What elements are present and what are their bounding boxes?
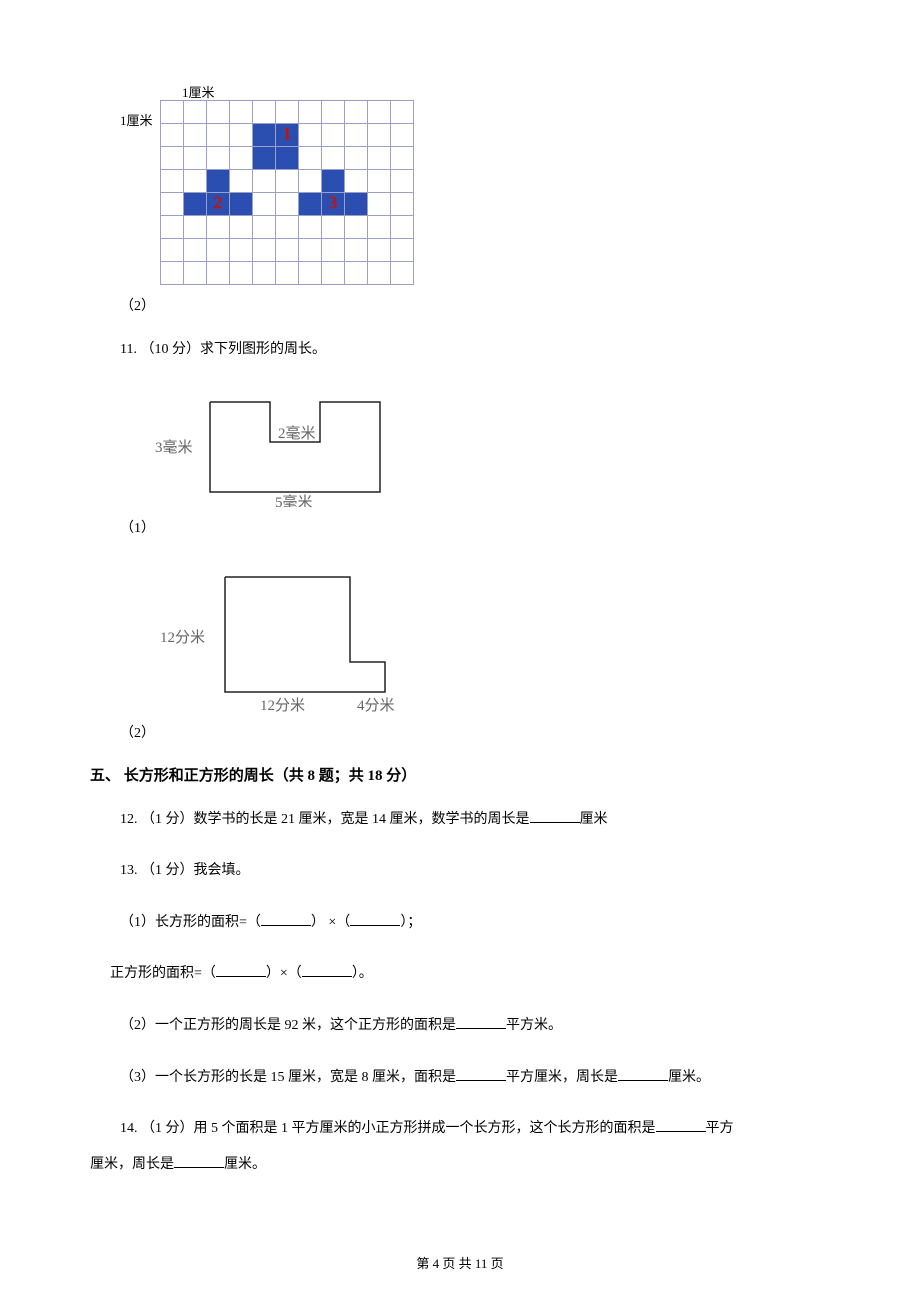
q13-s3-b: 平方米。	[506, 1018, 562, 1033]
q13-s3-blank[interactable]	[456, 1015, 506, 1029]
q13-s4-c: 厘米。	[668, 1070, 710, 1085]
grid-top-label: 1厘米	[182, 82, 215, 101]
section5-title: 五、 长方形和正方形的周长（共 8 题；共 18 分）	[90, 764, 830, 785]
footer-total: 11	[475, 1256, 488, 1271]
footer-c: 页	[487, 1256, 503, 1271]
page-footer: 第 4 页 共 11 页	[0, 1253, 920, 1272]
grid-table: 123	[160, 100, 414, 285]
q13-s4: （3）一个长方形的长是 15 厘米，宽是 8 厘米，面积是 平方厘米，周长是 厘米。	[120, 1061, 830, 1095]
q14-blank2[interactable]	[174, 1154, 224, 1168]
q11-fig2-sub: （2）	[120, 722, 830, 742]
q12-pre: 12. （1 分）数学书的长是 21 厘米，宽是 14 厘米，数学书的周长是	[120, 812, 530, 827]
fig1-left-label: 3毫米	[155, 438, 193, 456]
fig2-left-label: 12分米	[160, 629, 205, 646]
q13-head: 13. （1 分）我会填。	[120, 854, 830, 888]
q12-blank[interactable]	[530, 809, 580, 823]
fig1-bottom-label: 5毫米	[275, 493, 313, 507]
q14-a: 14. （1 分）用 5 个面积是 1 平方厘米的小正方形拼成一个长方形，这个长…	[120, 1121, 656, 1136]
q13-s2-blank1[interactable]	[216, 963, 266, 977]
q13-s2-b: ）×（	[266, 966, 302, 981]
q13-s1-blank2[interactable]	[350, 912, 400, 926]
q13-s4-a: （3）一个长方形的长是 15 厘米，宽是 8 厘米，面积是	[120, 1070, 456, 1085]
q11-fig2: 12分米 12分米 4分米	[150, 572, 830, 717]
q13-s3: （2）一个正方形的周长是 92 米，这个正方形的面积是 平方米。	[120, 1009, 830, 1043]
footer-b: 页 共	[439, 1256, 475, 1271]
q13-s1-a: （1）长方形的面积=（	[120, 915, 261, 930]
grid-left-label: 1厘米	[120, 110, 153, 129]
footer-a: 第	[416, 1256, 432, 1271]
q13-s4-blank2[interactable]	[618, 1067, 668, 1081]
q13-s1-blank1[interactable]	[261, 912, 311, 926]
q13-s4-blank1[interactable]	[456, 1067, 506, 1081]
q14-line2: 厘米，周长是 厘米。	[90, 1154, 830, 1174]
q11-fig1-svg: 3毫米 2毫米 5毫米	[150, 392, 410, 507]
q11-fig1: 3毫米 2毫米 5毫米	[150, 392, 830, 512]
q13-s2-a: 正方形的面积=（	[110, 966, 216, 981]
q13-s2-blank2[interactable]	[302, 963, 352, 977]
fig2-bottom2-label: 4分米	[357, 697, 395, 712]
q11-fig2-svg: 12分米 12分米 4分米	[150, 572, 450, 712]
grid-figure: 1厘米 1厘米 123	[160, 100, 830, 285]
q11-fig1-sub: （1）	[120, 517, 830, 537]
fig2-bottom1-label: 12分米	[260, 697, 305, 712]
q13-s4-b: 平方厘米，周长是	[506, 1070, 618, 1085]
q13-s1-c: ）；	[400, 915, 421, 930]
q13-s2-c: ）。	[352, 966, 373, 981]
q13-s3-a: （2）一个正方形的周长是 92 米，这个正方形的面积是	[120, 1018, 456, 1033]
q14-b: 平方	[706, 1121, 734, 1136]
q14-line1: 14. （1 分）用 5 个面积是 1 平方厘米的小正方形拼成一个长方形，这个长…	[120, 1112, 830, 1146]
q14-d: 厘米。	[224, 1157, 266, 1172]
q12-post: 厘米	[580, 812, 608, 827]
q14-blank1[interactable]	[656, 1118, 706, 1132]
q14-c: 厘米，周长是	[90, 1157, 174, 1172]
q13-s1: （1）长方形的面积=（ ） ×（ ）；	[120, 906, 830, 940]
q13-s2: 正方形的面积=（ ）×（ ）。	[110, 957, 830, 991]
sub-label-2-grid: （2）	[120, 295, 830, 315]
q12: 12. （1 分）数学书的长是 21 厘米，宽是 14 厘米，数学书的周长是 厘米	[120, 803, 830, 837]
q13-s1-b: ） ×（	[311, 915, 350, 930]
q11-text: 11. （10 分）求下列图形的周长。	[120, 333, 830, 367]
fig1-mid-label: 2毫米	[278, 424, 316, 442]
